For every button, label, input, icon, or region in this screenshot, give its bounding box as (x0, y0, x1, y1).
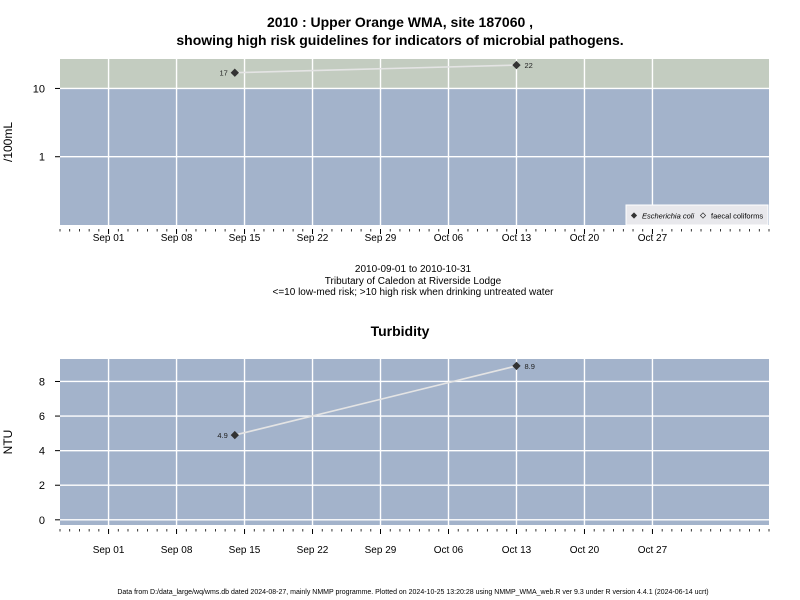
x-tick-label: Sep 29 (365, 233, 397, 244)
x-tick-label: Sep 29 (365, 545, 397, 556)
series-line (234, 365, 517, 436)
x-tick-label: Oct 13 (502, 233, 532, 244)
x-tick-label: Sep 01 (93, 233, 125, 244)
x-tick-label: Oct 13 (502, 545, 532, 556)
x-tick-label: Sep 22 (297, 545, 329, 556)
legend-entry-label: Escherichia coli (642, 212, 694, 221)
x-tick-label: Oct 20 (570, 545, 600, 556)
site-name-note: Tributary of Caledon at Riverside Lodge (324, 276, 502, 287)
chart-title-line-1: 2010 : Upper Orange WMA, site 187060 , (266, 14, 534, 30)
risk-guideline-note: <=10 low-med risk; >10 high risk when dr… (272, 287, 554, 298)
legend: Escherichia coli faecal coliforms (625, 204, 769, 226)
y-tick-label: 8 (39, 376, 45, 388)
x-tick-label: Sep 15 (229, 545, 261, 556)
legend-entry-label: faecal coliforms (711, 212, 763, 221)
high-risk-band (60, 59, 769, 89)
y-axis-label: NTU (1, 430, 15, 455)
y-axis-label: /100mL (1, 122, 15, 162)
y-tick-label: 1 (39, 152, 45, 164)
y-tick-label: 0 (39, 515, 45, 527)
data-point-label: 8.9 (524, 362, 534, 371)
x-tick-label: Sep 01 (93, 545, 125, 556)
data-point-marker (512, 60, 521, 70)
x-tick-label: Oct 20 (570, 233, 600, 244)
series-line (234, 64, 517, 74)
data-point-label: 17 (219, 69, 227, 78)
legend-box (625, 204, 769, 226)
x-tick-label: Sep 15 (229, 233, 261, 244)
y-tick-label: 2 (39, 480, 45, 492)
x-tick-label: Oct 27 (638, 233, 668, 244)
date-range-note: 2010-09-01 to 2010-10-31 (354, 264, 472, 275)
data-point-marker (230, 68, 239, 77)
plot-panel-2 (60, 359, 769, 525)
data-source-footer: Data from D:/data_large/wq/wms.db dated … (117, 589, 709, 596)
x-tick-label: Sep 08 (161, 545, 193, 556)
y-tick-label: 10 (33, 83, 45, 95)
legend-marker (630, 212, 638, 219)
x-tick-label: Oct 27 (638, 545, 668, 556)
y-tick-label: 6 (39, 411, 45, 423)
data-point-label: 4.9 (217, 431, 227, 440)
x-tick-label: Sep 22 (297, 233, 329, 244)
turbidity-panel-title: Turbidity (370, 323, 430, 339)
chart-title-line-2: showing high risk guidelines for indicat… (176, 32, 624, 48)
x-tick-label: Sep 08 (161, 233, 193, 244)
x-tick-label: Oct 06 (434, 233, 464, 244)
data-point-label: 22 (524, 61, 532, 70)
data-point-marker (512, 361, 521, 371)
y-tick-label: 4 (39, 446, 45, 458)
data-point-marker (230, 430, 239, 440)
x-tick-label: Oct 06 (434, 545, 464, 556)
legend-marker (699, 212, 707, 219)
